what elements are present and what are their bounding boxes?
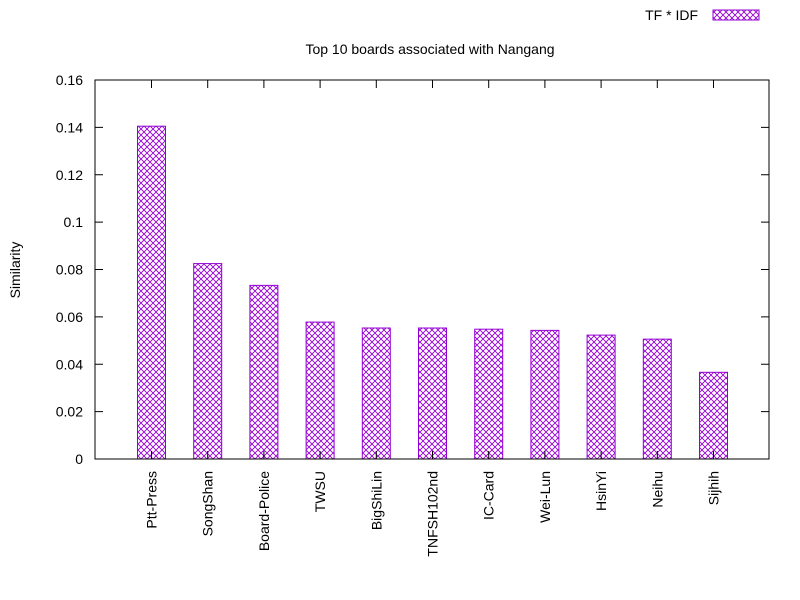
x-category-label: Sijhih (706, 471, 722, 505)
x-category-label: HsinYi (593, 471, 609, 511)
y-tick-label: 0.04 (56, 356, 83, 372)
bar-songshan (193, 263, 223, 460)
bar-neihu (642, 338, 672, 460)
bar-ptt-press (137, 125, 166, 460)
x-category-label: Wei-Lun (537, 471, 553, 523)
bar-ic-card (474, 328, 504, 460)
x-category-label: SongShan (200, 471, 216, 536)
y-tick-label: 0.1 (64, 214, 84, 230)
legend-swatch (712, 9, 760, 21)
x-category-label: Neihu (649, 471, 665, 508)
y-tick-label: 0.08 (56, 262, 83, 278)
bar-wei-lun (530, 329, 560, 460)
bar-hsinyi (586, 334, 616, 460)
y-tick-label: 0.12 (56, 167, 83, 183)
bar-board-police (249, 284, 279, 460)
x-category-label: Board-Police (256, 471, 272, 551)
plot-frame (94, 79, 770, 460)
x-category-label: TWSU (312, 471, 328, 512)
bars-group (137, 125, 728, 460)
x-categories-group: Ptt-Press SongShan Board-Police TWSU BigShiL… (144, 80, 722, 557)
y-tick-label: 0.06 (56, 309, 83, 325)
bar-sijhih (699, 371, 728, 460)
x-category-label: Ptt-Press (144, 471, 160, 529)
legend-label: TF * IDF (645, 7, 698, 23)
chart-title: Top 10 boards associated with Nangang (305, 41, 554, 57)
y-ticks-group: 0 0.02 0.04 0.06 0.08 0.1 0.12 0.14 0.16 (56, 72, 769, 467)
x-category-label: BigShiLin (368, 471, 384, 530)
y-axis-label: Similarity (7, 242, 23, 299)
bar-twsu (305, 321, 335, 460)
bar-bigshilin (361, 327, 391, 460)
bar-tnfsh102nd (418, 327, 447, 460)
y-tick-label: 0.02 (56, 404, 83, 420)
y-tick-label: 0.14 (56, 119, 83, 135)
y-tick-label: 0.16 (56, 72, 83, 88)
y-tick-label: 0 (75, 451, 83, 467)
x-category-label: IC-Card (481, 471, 497, 520)
x-category-label: TNFSH102nd (425, 471, 441, 557)
